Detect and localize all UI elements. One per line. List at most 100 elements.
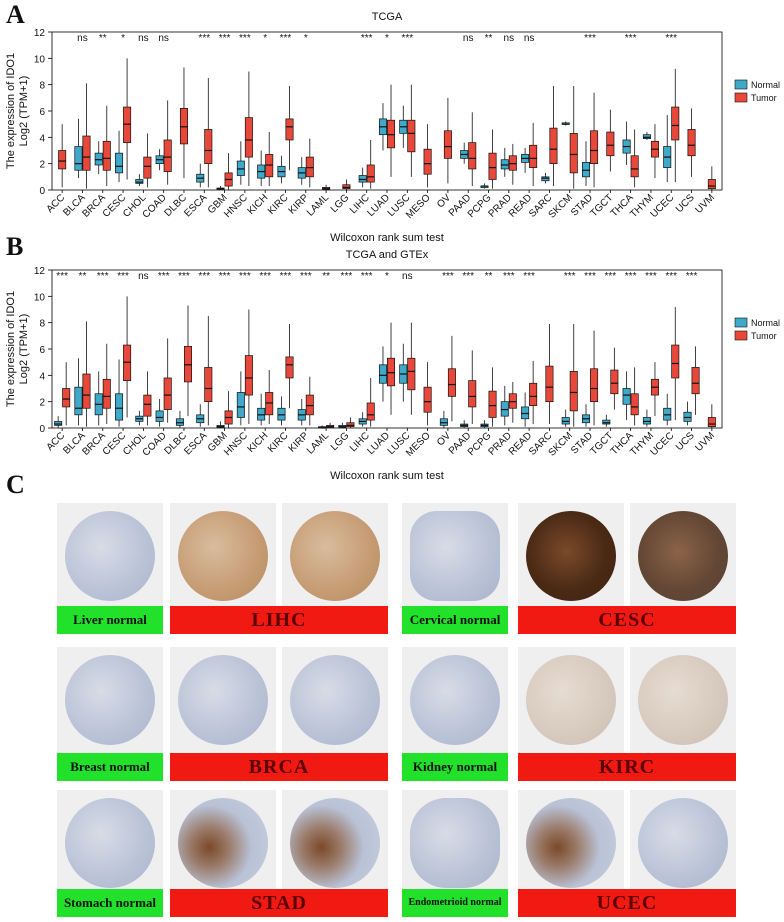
tcga-gtex-box-normal-esca xyxy=(196,404,205,427)
tcga-box-normal-lihc xyxy=(358,167,367,188)
tcga-gtex-box-normal-kirp xyxy=(297,399,306,426)
tcga-gtex-ytick-label: 0 xyxy=(39,424,45,435)
tcga-box-normal-thym xyxy=(642,132,651,140)
tcga-box-tumor-lgg xyxy=(342,179,351,190)
tcga-box-normal-gbm xyxy=(216,186,225,190)
tcga-gtex-significance-acc: *** xyxy=(56,271,68,282)
tcga-gtex-box-tumor-hnsc xyxy=(244,309,253,425)
tcga-box-normal-ucec xyxy=(663,114,672,183)
tcga-box-tumor-esca xyxy=(204,78,213,188)
tcga-box-tumor-prad xyxy=(508,143,517,185)
tcga-gtex-box-tumor-read xyxy=(529,360,538,425)
tcga-gtex-box-normal-kich xyxy=(257,393,266,426)
tcga-box-tumor-paad xyxy=(468,112,477,187)
tcga-gtex-xlabel: Wilcoxon rank sum test xyxy=(330,470,444,482)
tcga-gtex-box-tumor-stad xyxy=(590,330,599,426)
label-brca: BRCA xyxy=(170,753,388,781)
tcga-box-normal-blca xyxy=(74,118,83,179)
tcga-box-tumor-luad xyxy=(387,84,396,177)
tcga-gtex-significance-coad: *** xyxy=(158,271,170,282)
tcga-gtex-significance-ov: *** xyxy=(442,271,454,282)
tcga-legend-swatch xyxy=(734,92,748,103)
panel-label-c: C xyxy=(6,470,25,499)
tcga-gtex-ytick-label: 8 xyxy=(39,319,45,330)
tcga-box-normal-esca xyxy=(196,163,205,188)
ihc-ucec-image-2 xyxy=(630,790,736,896)
ihc-endometrioid-normal-image xyxy=(402,790,508,896)
tcga-significance-hnsc: *** xyxy=(239,33,251,44)
tcga-gtex-xtick-label-kirc: KIRC xyxy=(266,430,291,455)
tcga-gtex-box-normal-chol xyxy=(135,410,144,426)
tcga-gtex-xtick-label-luad: LUAD xyxy=(365,430,392,457)
tcga-box-normal-chol xyxy=(135,174,144,187)
tcga-box-tumor-ov xyxy=(443,97,452,184)
tcga-significance-cesc: * xyxy=(121,33,125,44)
tcga-gtex-box-tumor-uvm xyxy=(707,404,716,428)
ihc-image-grid: Liver normal LIHC Cervical normal CESC B… xyxy=(0,495,784,922)
tcga-gtex-legend-swatch xyxy=(734,330,748,341)
tcga-significance-pcpg: ** xyxy=(485,33,493,44)
tcga-gtex-significance-skcm: *** xyxy=(564,271,576,282)
tcga-box-tumor-pcpg xyxy=(488,129,497,189)
tcga-box-tumor-sarc xyxy=(549,85,558,187)
tcga-plot-frame xyxy=(51,31,723,191)
tcga-box-normal-stad xyxy=(582,141,591,187)
label-endometrioid-normal: Endometrioid normal xyxy=(402,889,508,917)
tcga-gtex-box-tumor-lgg xyxy=(346,417,355,428)
tcga-box-normal-paad xyxy=(460,142,469,164)
tcga-gtex-box-normal-laml xyxy=(318,425,327,429)
tcga-box-tumor-ucec xyxy=(671,68,680,183)
tcga-gtex-significance-luad: * xyxy=(385,271,389,282)
tcga-box-tumor-coad xyxy=(163,100,172,185)
tcga-gtex-ytick-label: 10 xyxy=(34,292,46,303)
tcga-box-tumor-uvm xyxy=(707,166,716,190)
tcga-gtex-legend-label: Tumor xyxy=(751,331,777,341)
tcga-significance-coad: ns xyxy=(158,33,169,44)
tcga-gtex-box-tumor-kirp xyxy=(305,376,314,426)
tcga-gtex-box-tumor-skcm xyxy=(569,323,578,427)
tcga-gtex-significance-thym: *** xyxy=(645,271,657,282)
tcga-gtex-box-tumor-ov xyxy=(447,335,456,422)
tcga-xtick-label-esca: ESCA xyxy=(182,192,209,219)
tcga-gtex-ytick-label: 12 xyxy=(34,266,46,277)
ihc-breast-normal-image xyxy=(57,647,163,753)
tcga-box-tumor-ucs xyxy=(687,108,696,177)
tcga-gtex-significance-kirp: *** xyxy=(300,271,312,282)
tcga-significance-lihc: *** xyxy=(361,33,373,44)
tcga-gtex-box-tumor-thca xyxy=(630,367,639,426)
tcga-box-tumor-thca xyxy=(630,129,639,188)
ihc-brca-image-2 xyxy=(282,647,388,753)
tcga-gtex-xtick-label-esca: ESCA xyxy=(182,430,209,457)
ihc-ucec-image-1 xyxy=(518,790,624,896)
ihc-stad-image-1 xyxy=(170,790,276,896)
label-kidney-normal: Kidney normal xyxy=(402,753,508,781)
tcga-gtex-box-normal-ucs xyxy=(683,401,692,426)
tcga-significance-lusc: *** xyxy=(401,33,413,44)
tcga-gtex-box-normal-brca xyxy=(94,371,103,426)
panel-label-b: B xyxy=(6,232,24,261)
tcga-legend-label: Normal xyxy=(751,80,780,90)
ihc-liver-normal-image xyxy=(57,503,163,609)
tcga-ytick-label: 4 xyxy=(39,133,45,144)
tcga-gtex-box-tumor-dlbc xyxy=(183,305,192,417)
tcga-gtex-title: TCGA and GTEx xyxy=(346,249,429,261)
tcga-gtex-box-tumor-paad xyxy=(468,350,477,425)
tcga-gtex-box-tumor-pcpg xyxy=(488,367,497,427)
tcga-gtex-ylabel-line1: The expression of IDO1 xyxy=(5,291,17,407)
tcga-title: TCGA xyxy=(372,11,403,23)
tcga-box-tumor-gbm xyxy=(224,153,233,190)
ihc-cesc-image-1 xyxy=(518,503,624,609)
tcga-significance-kirp: * xyxy=(304,33,308,44)
tcga-box-normal-skcm xyxy=(561,121,570,126)
tcga-gtex-significance-blca: ** xyxy=(79,271,87,282)
tcga-gtex-significance-hnsc: *** xyxy=(239,271,251,282)
ihc-lihc-image-2 xyxy=(282,503,388,609)
label-cesc: CESC xyxy=(518,606,736,634)
tcga-gtex-box-normal-lusc xyxy=(399,343,408,402)
tcga-gtex-box-tumor-acc xyxy=(62,362,71,426)
tcga-gtex-significance-paad: *** xyxy=(462,271,474,282)
tcga-box-tumor-hnsc xyxy=(244,71,253,187)
boxplot-tcga-gtex: TCGA and GTEx 0 2 4 6 8 10 12 The expression of … xyxy=(5,249,780,482)
tcga-gtex-significance-lgg: *** xyxy=(341,271,353,282)
tcga-ylabel-line1: The expression of IDO1 xyxy=(5,53,17,169)
